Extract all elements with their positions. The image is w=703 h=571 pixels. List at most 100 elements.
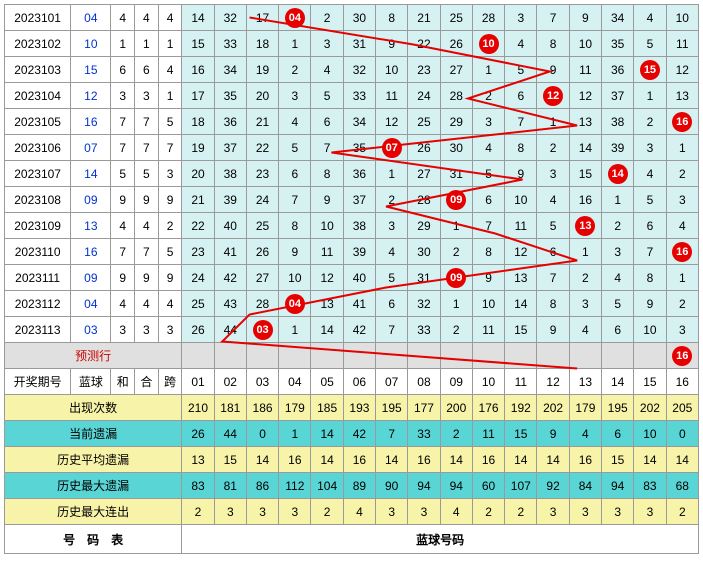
table-row: 20231021011115331813319222610481035511 (5, 31, 699, 57)
stat-cell: 15 (214, 447, 246, 473)
num-cell: 8 (505, 135, 537, 161)
num-cell: 41 (343, 291, 375, 317)
stat-cell: 89 (343, 473, 375, 499)
num-cell: 29 (408, 213, 440, 239)
table-row: 20231051677518362146341225293711338216 (5, 109, 699, 135)
stat-cell: 81 (214, 473, 246, 499)
hdr-num: 15 (634, 369, 666, 395)
num-cell: 4 (634, 161, 666, 187)
hdr-num: 13 (569, 369, 601, 395)
he-cell: 9 (111, 265, 135, 291)
num-cell (472, 343, 504, 369)
num-cell: 31 (408, 265, 440, 291)
num-cell: 1 (440, 213, 472, 239)
stat-row: 历史最大遗漏8381861121048990949460107928494836… (5, 473, 699, 499)
kua-cell: 9 (158, 265, 182, 291)
num-cell: 2 (440, 239, 472, 265)
num-cell: 4 (537, 187, 569, 213)
num-cell: 26 (246, 239, 278, 265)
num-cell: 3 (505, 5, 537, 31)
stat-cell: 16 (569, 447, 601, 473)
num-cell (537, 343, 569, 369)
num-cell: 14 (569, 135, 601, 161)
num-cell: 2 (537, 135, 569, 161)
num-cell: 20 (246, 83, 278, 109)
stat-cell: 14 (634, 447, 666, 473)
num-cell: 12 (311, 265, 343, 291)
num-cell: 2 (376, 187, 408, 213)
num-cell: 1 (279, 31, 311, 57)
num-cell: 6 (537, 239, 569, 265)
blue-cell: 03 (71, 317, 111, 343)
num-cell: 12 (505, 239, 537, 265)
hit-ball: 15 (634, 57, 666, 83)
num-cell: 8 (537, 31, 569, 57)
kua-cell: 1 (158, 83, 182, 109)
num-cell: 32 (408, 291, 440, 317)
ge-cell: 4 (135, 5, 159, 31)
hit-ball: 16 (666, 343, 698, 369)
stat-cell: 179 (279, 395, 311, 421)
num-cell: 11 (472, 317, 504, 343)
num-cell: 26 (182, 317, 214, 343)
hit-ball: 07 (376, 135, 408, 161)
num-cell (182, 343, 214, 369)
stat-cell: 3 (634, 499, 666, 525)
table-row: 202310809999213924793722809610416153 (5, 187, 699, 213)
num-cell: 5 (602, 291, 634, 317)
num-cell: 24 (182, 265, 214, 291)
he-cell: 6 (111, 57, 135, 83)
header-row: 开奖期号蓝球和合跨0102030405060708091011121314151… (5, 369, 699, 395)
kua-cell: 5 (158, 239, 182, 265)
stat-cell: 107 (505, 473, 537, 499)
num-cell: 14 (311, 317, 343, 343)
num-cell: 2 (311, 5, 343, 31)
ge-cell: 7 (135, 109, 159, 135)
num-cell: 1 (602, 187, 634, 213)
num-cell: 25 (182, 291, 214, 317)
num-cell: 38 (602, 109, 634, 135)
stat-row: 历史最大连出2333243342233332 (5, 499, 699, 525)
table-row: 2023106077771937225735072630482143931 (5, 135, 699, 161)
table-row: 202310412331173520353311242826121237113 (5, 83, 699, 109)
num-cell: 14 (505, 291, 537, 317)
num-cell: 30 (408, 239, 440, 265)
num-cell: 12 (376, 109, 408, 135)
hdr-he: 和 (111, 369, 135, 395)
stat-cell: 200 (440, 395, 472, 421)
hdr-kua: 跨 (158, 369, 182, 395)
hit-ball: 04 (279, 5, 311, 31)
stat-cell: 2 (505, 499, 537, 525)
num-cell (634, 343, 666, 369)
num-cell: 4 (569, 317, 601, 343)
num-cell: 1 (376, 161, 408, 187)
num-cell: 4 (602, 265, 634, 291)
num-cell: 34 (602, 5, 634, 31)
num-cell: 3 (634, 135, 666, 161)
stat-cell: 3 (214, 499, 246, 525)
stat-row: 当前遗漏264401144273321115946100 (5, 421, 699, 447)
num-cell: 2 (666, 291, 698, 317)
num-cell: 33 (343, 83, 375, 109)
hit-ball: 14 (602, 161, 634, 187)
num-cell: 4 (311, 57, 343, 83)
num-cell: 6 (634, 213, 666, 239)
stat-cell: 16 (408, 447, 440, 473)
num-cell: 11 (505, 213, 537, 239)
num-cell: 19 (182, 135, 214, 161)
num-cell: 10 (311, 213, 343, 239)
stat-cell: 0 (666, 421, 698, 447)
num-cell: 8 (472, 239, 504, 265)
hit-ball: 09 (440, 187, 472, 213)
num-cell: 24 (408, 83, 440, 109)
num-cell: 33 (408, 317, 440, 343)
he-cell: 7 (111, 109, 135, 135)
num-cell: 5 (634, 187, 666, 213)
hit-ball: 09 (440, 265, 472, 291)
stat-cell: 210 (182, 395, 214, 421)
kua-cell: 1 (158, 31, 182, 57)
num-cell: 1 (279, 317, 311, 343)
ge-cell: 9 (135, 265, 159, 291)
num-cell: 3 (666, 187, 698, 213)
stat-cell: 14 (311, 421, 343, 447)
